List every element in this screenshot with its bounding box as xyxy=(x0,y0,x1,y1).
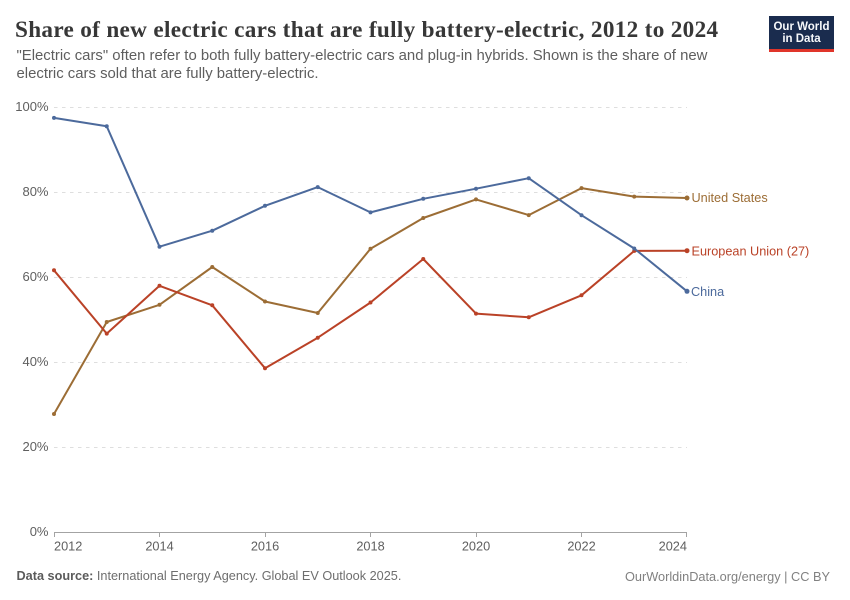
svg-text:China: China xyxy=(691,285,725,299)
svg-text:2018: 2018 xyxy=(356,538,384,553)
svg-text:100%: 100% xyxy=(15,99,49,114)
svg-text:2024: 2024 xyxy=(659,538,687,553)
svg-text:2022: 2022 xyxy=(567,538,595,553)
svg-text:20%: 20% xyxy=(22,439,48,454)
svg-text:United States: United States xyxy=(692,191,768,205)
svg-text:2020: 2020 xyxy=(462,538,490,553)
svg-text:40%: 40% xyxy=(22,354,48,369)
svg-text:0%: 0% xyxy=(30,524,49,539)
svg-text:80%: 80% xyxy=(22,184,48,199)
svg-text:2016: 2016 xyxy=(251,538,279,553)
svg-text:2014: 2014 xyxy=(145,538,173,553)
svg-text:European Union (27): European Union (27) xyxy=(692,244,810,258)
svg-text:2012: 2012 xyxy=(54,538,82,553)
svg-text:60%: 60% xyxy=(22,269,48,284)
